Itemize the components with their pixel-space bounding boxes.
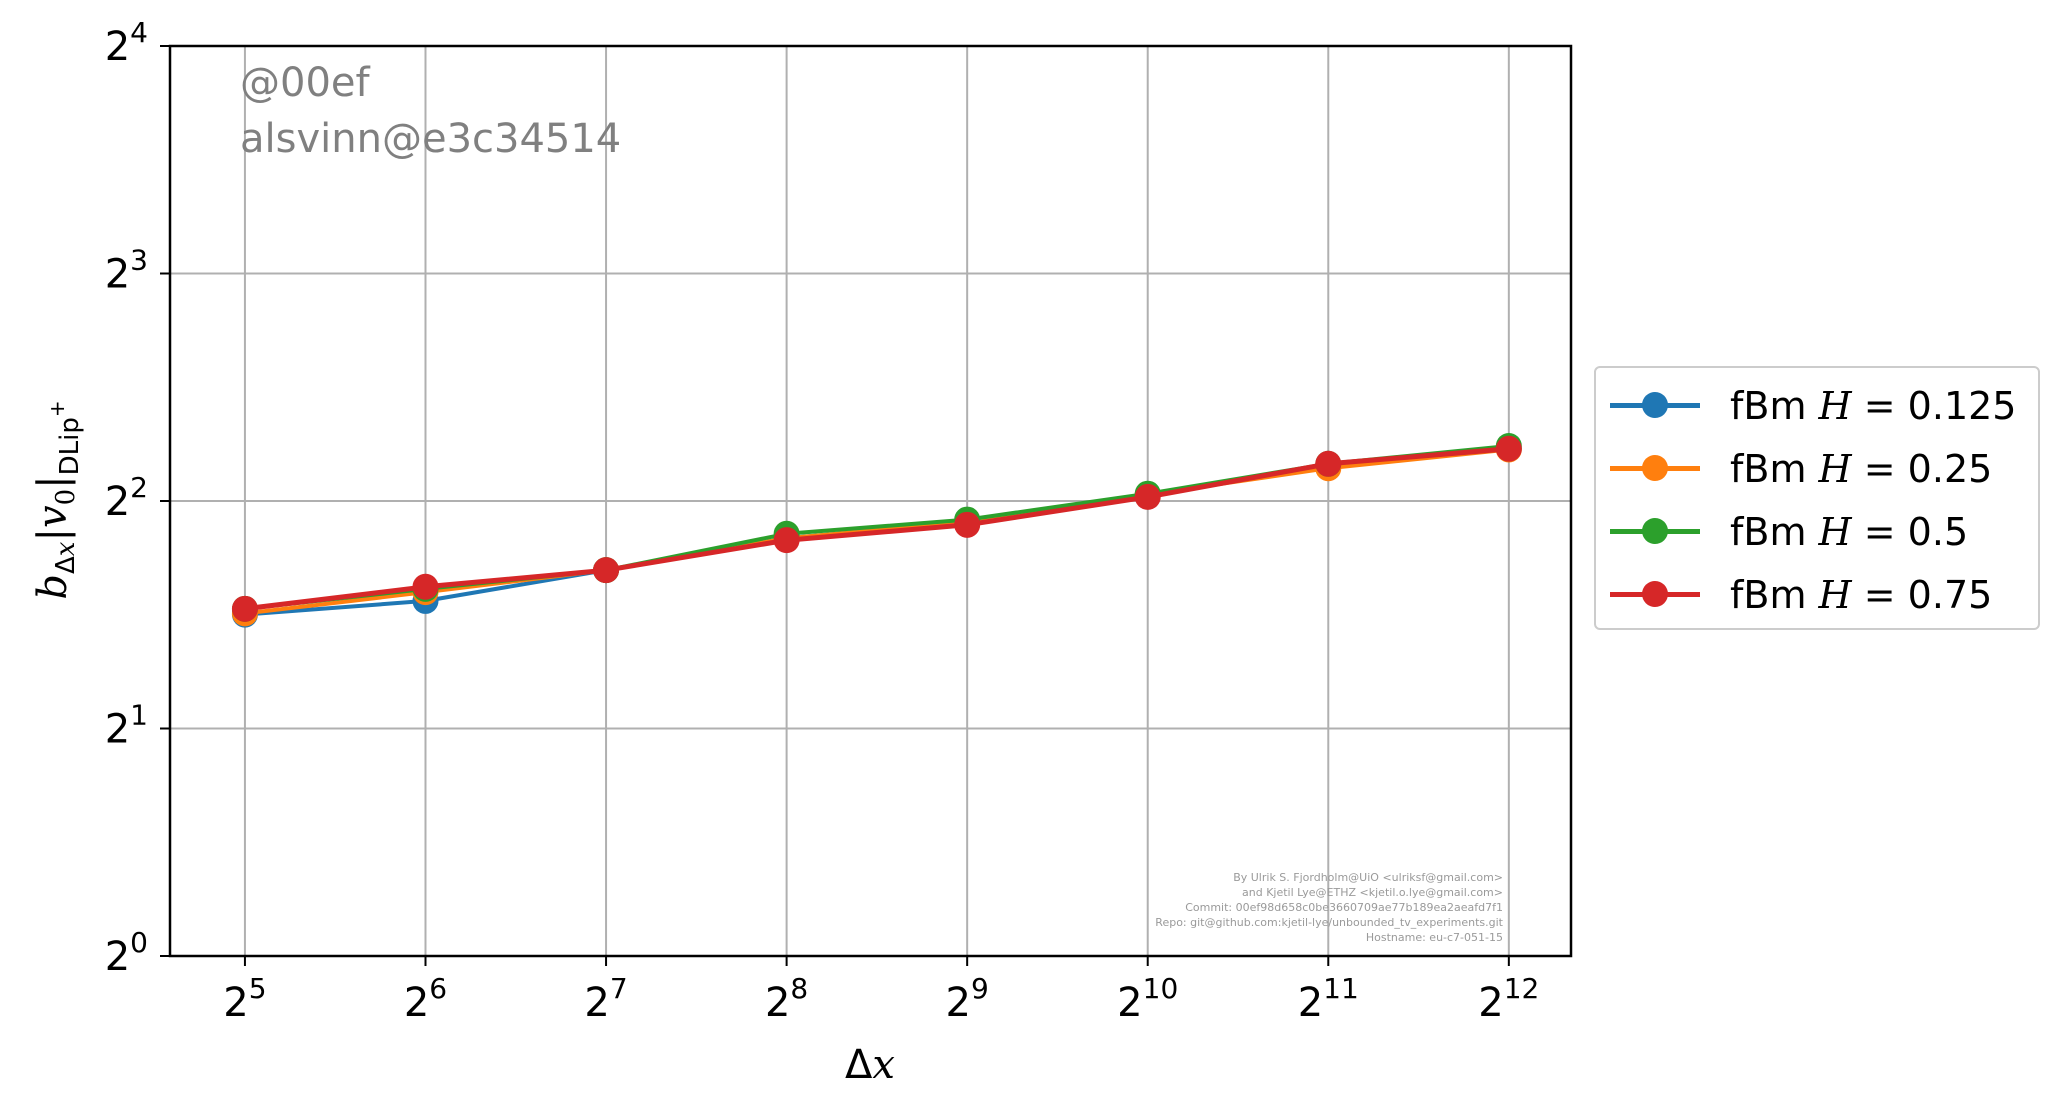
- grid-lines: [170, 46, 1571, 956]
- series-layer: [231, 432, 1522, 628]
- legend-marker-swatch: [1642, 455, 1668, 481]
- y-tick-label: 21: [105, 699, 148, 753]
- y-tick-label: 22: [105, 471, 148, 525]
- y-axis: 20 21 22 23 24: [105, 16, 170, 980]
- x-tick-label: 27: [584, 972, 627, 1026]
- x-axis-label: Δx: [845, 1042, 895, 1088]
- credits-line: and Kjetil Lye@ETHZ <kjetil.o.lye@gmail.…: [1242, 886, 1503, 899]
- data-point: [1134, 483, 1161, 510]
- credits-line: Repo: git@github.com:kjetil-lye/unbounde…: [1155, 916, 1503, 929]
- credits-line: Commit: 00ef98d658c0be3660709ae77b189ea2…: [1185, 901, 1503, 914]
- credits-block: By Ulrik S. Fjordholm@UiO <ulriksf@gmail…: [1155, 870, 1503, 945]
- legend-label: fBm H = 0.5: [1730, 510, 1969, 554]
- legend-marker-swatch: [1642, 518, 1668, 544]
- legend-label: fBm H = 0.25: [1730, 447, 1993, 491]
- series-3: [231, 435, 1522, 622]
- host-annotation: alsvinn@e3c34514: [240, 116, 622, 162]
- x-axis-label-delta: Δ: [845, 1042, 873, 1088]
- commit-annotation: @00ef: [240, 60, 370, 106]
- legend-label: fBm H = 0.75: [1730, 573, 1993, 617]
- data-point: [412, 573, 439, 600]
- data-point: [773, 527, 800, 554]
- legend-entry: fBm H = 0.125: [1596, 380, 2038, 430]
- x-tick-label: 28: [765, 972, 808, 1026]
- legend-marker-swatch: [1642, 581, 1668, 607]
- x-tick-label: 26: [404, 972, 447, 1026]
- legend-entry: fBm H = 0.5: [1596, 506, 2038, 556]
- legend: fBm H = 0.125 fBm H = 0.25 fBm H = 0.5 f…: [1594, 366, 2040, 630]
- data-point: [954, 511, 981, 538]
- y-tick-label: 24: [105, 16, 148, 70]
- y-tick-label: 20: [105, 926, 148, 980]
- credits-line: Hostname: eu-c7-051-15: [1365, 931, 1503, 944]
- legend-marker-swatch: [1642, 392, 1668, 418]
- data-point: [1315, 450, 1342, 477]
- legend-entry: fBm H = 0.75: [1596, 569, 2038, 619]
- y-tick-label: 23: [105, 244, 148, 298]
- data-point: [1495, 435, 1522, 462]
- x-tick-label: 212: [1478, 972, 1539, 1026]
- x-tick-label: 25: [223, 972, 266, 1026]
- legend-entry: fBm H = 0.25: [1596, 443, 2038, 493]
- x-axis: 25 26 27 28 29 210 211 212: [223, 956, 1539, 1026]
- data-point: [231, 595, 258, 622]
- legend-label: fBm H = 0.125: [1730, 384, 2017, 428]
- credits-line: By Ulrik S. Fjordholm@UiO <ulriksf@gmail…: [1233, 871, 1503, 884]
- x-tick-label: 29: [946, 972, 989, 1026]
- x-tick-label: 211: [1298, 972, 1359, 1026]
- data-point: [593, 557, 620, 584]
- x-tick-label: 210: [1117, 972, 1178, 1026]
- series-line: [244, 446, 1510, 612]
- x-axis-label-x: x: [872, 1042, 895, 1088]
- y-axis-label: bΔx|v0|DLip+: [30, 400, 85, 599]
